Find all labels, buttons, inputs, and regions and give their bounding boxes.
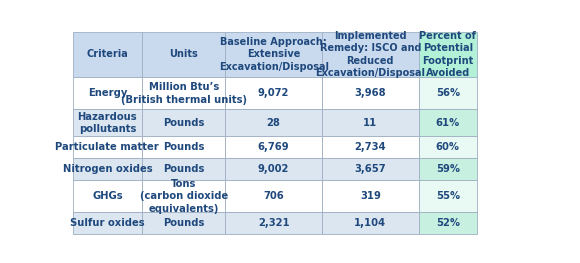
Bar [419,136,477,158]
Bar [225,32,322,77]
Text: Sulfur oxides: Sulfur oxides [70,218,144,228]
Text: 706: 706 [263,191,284,201]
Bar [72,136,142,158]
Text: 11: 11 [363,118,378,128]
Text: 2,321: 2,321 [258,218,289,228]
Text: 55%: 55% [436,191,460,201]
Bar [322,158,419,180]
Bar [419,158,477,180]
Bar [322,136,419,158]
Text: 6,769: 6,769 [258,142,289,152]
Bar [225,77,322,109]
Bar [322,77,419,109]
Text: 3,657: 3,657 [354,164,386,174]
Text: Hazardous
pollutants: Hazardous pollutants [78,112,137,134]
Text: 59%: 59% [436,164,460,174]
Bar [142,109,225,136]
Text: 28: 28 [267,118,281,128]
Bar [225,212,322,234]
Text: Pounds: Pounds [163,118,204,128]
Text: Criteria: Criteria [86,49,128,59]
Text: Pounds: Pounds [163,164,204,174]
Bar [419,212,477,234]
Bar [142,180,225,212]
Text: 3,968: 3,968 [354,88,386,98]
Bar [225,158,322,180]
Bar [72,212,142,234]
Text: GHGs: GHGs [92,191,122,201]
Text: Baseline Approach:
Extensive
Excavation/Disposal: Baseline Approach: Extensive Excavation/… [219,37,329,72]
Bar [419,109,477,136]
Bar [72,77,142,109]
Text: Pounds: Pounds [163,142,204,152]
Bar [142,158,225,180]
Bar [142,212,225,234]
Bar [142,32,225,77]
Bar [322,32,419,77]
Bar [419,32,477,77]
Bar [72,32,142,77]
Text: 61%: 61% [436,118,460,128]
Text: 9,002: 9,002 [258,164,289,174]
Text: Pounds: Pounds [163,218,204,228]
Text: Energy: Energy [88,88,127,98]
Text: Nitrogen oxides: Nitrogen oxides [63,164,152,174]
Text: 2,734: 2,734 [354,142,386,152]
Text: Units: Units [169,49,198,59]
Text: Particulate matter: Particulate matter [56,142,160,152]
Bar [72,180,142,212]
Bar [225,136,322,158]
Bar [419,180,477,212]
Bar [225,109,322,136]
Bar [322,109,419,136]
Bar [142,136,225,158]
Text: Percent of
Potential
Footprint
Avoided: Percent of Potential Footprint Avoided [419,31,476,78]
Text: Implemented
Remedy: ISCO and
Reduced
Excavation/Disposal: Implemented Remedy: ISCO and Reduced Exc… [316,31,425,78]
Text: Tons
(carbon dioxide
equivalents): Tons (carbon dioxide equivalents) [140,179,228,214]
Text: 52%: 52% [436,218,460,228]
Bar [322,180,419,212]
Text: 1,104: 1,104 [354,218,386,228]
Bar [225,180,322,212]
Bar [419,77,477,109]
Text: 319: 319 [360,191,380,201]
Bar [72,158,142,180]
Bar [142,77,225,109]
Text: 56%: 56% [436,88,460,98]
Bar [322,212,419,234]
Text: 9,072: 9,072 [258,88,289,98]
Text: Million Btu’s
(British thermal units): Million Btu’s (British thermal units) [121,82,246,105]
Bar [72,109,142,136]
Text: 60%: 60% [436,142,460,152]
